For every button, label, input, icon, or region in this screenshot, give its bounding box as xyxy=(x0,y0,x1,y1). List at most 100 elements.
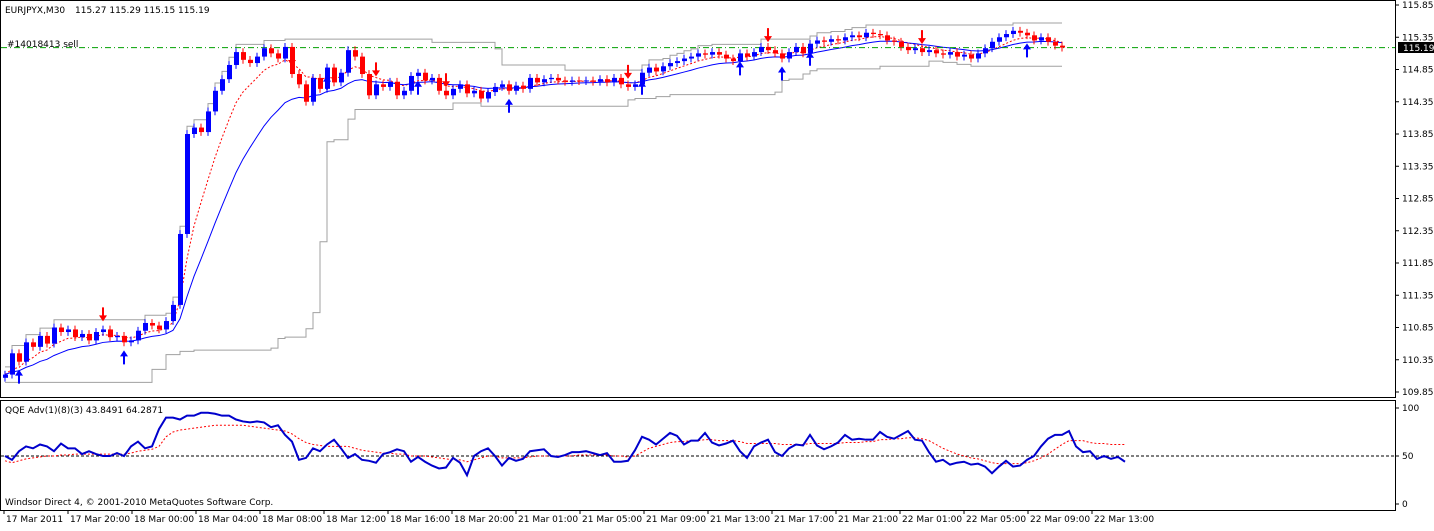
buy-arrow xyxy=(15,369,23,384)
candle-body xyxy=(759,46,764,53)
candle-body xyxy=(857,35,862,38)
candle-body xyxy=(276,53,281,59)
candle-body xyxy=(206,111,211,133)
candle-body xyxy=(388,81,393,87)
candle-body xyxy=(619,77,624,85)
candle-body xyxy=(654,67,659,72)
x-tick-label: 22 Mar 09:00 xyxy=(1030,515,1090,525)
candle-body xyxy=(864,32,869,38)
candle-body xyxy=(311,77,316,102)
candle-body xyxy=(675,61,680,64)
buy-arrow xyxy=(736,61,744,76)
sell-arrow xyxy=(288,52,296,67)
candle-body xyxy=(787,52,792,59)
candle-body xyxy=(941,53,946,55)
channel-lower xyxy=(5,60,1062,383)
main-plot xyxy=(1,22,1395,384)
candle-body xyxy=(234,52,239,65)
candle-body xyxy=(430,77,435,81)
candle-body xyxy=(717,52,722,55)
candle-body xyxy=(822,40,827,42)
sell-arrow xyxy=(918,30,926,45)
x-tick-label: 18 Mar 00:00 xyxy=(134,515,194,525)
candle-body xyxy=(409,75,414,91)
y-tick-label: 112.35 xyxy=(1402,227,1434,237)
x-tick-label: 22 Mar 05:00 xyxy=(966,515,1026,525)
price-box-label: 115.19 xyxy=(1403,44,1434,54)
candle-body xyxy=(1060,45,1065,48)
candle-body xyxy=(1046,37,1051,42)
channel-upper xyxy=(5,22,1062,368)
candle-body xyxy=(584,80,589,82)
candle-body xyxy=(416,72,421,76)
candle-body xyxy=(213,90,218,112)
candle-body xyxy=(1018,30,1023,33)
candle-body xyxy=(766,46,771,51)
candle-body xyxy=(129,340,134,343)
candle-body xyxy=(486,92,491,99)
candle-body xyxy=(731,58,736,62)
y-tick-label: 114.85 xyxy=(1402,66,1434,76)
sell-arrow xyxy=(442,73,450,88)
candle-body xyxy=(45,335,50,344)
candle-body xyxy=(255,56,260,64)
candle-body xyxy=(73,329,78,338)
axes: 115.85 115.35 114.85 114.35 113.85 113.35 112.… xyxy=(3,1,1434,525)
x-tick-label: 18 Mar 12:00 xyxy=(326,515,386,525)
candle-body xyxy=(374,84,379,96)
candle-body xyxy=(633,84,638,87)
candle-body xyxy=(472,90,477,94)
candle-body xyxy=(437,77,442,91)
candle-body xyxy=(871,32,876,35)
x-tick-label: 22 Mar 13:00 xyxy=(1094,515,1154,525)
candle-body xyxy=(626,84,631,87)
candle-body xyxy=(794,46,799,53)
candle-body xyxy=(451,88,456,96)
candle-body xyxy=(668,63,673,67)
ma-slow-line xyxy=(4,40,1063,376)
candle-body xyxy=(836,39,841,41)
candle-body xyxy=(332,67,337,83)
buy-arrow xyxy=(1023,43,1031,58)
candle-body xyxy=(598,79,603,82)
candle-body xyxy=(990,41,995,49)
y-tick-label: 110.35 xyxy=(1402,356,1434,366)
candle-body xyxy=(913,48,918,51)
y-tick-label: 113.35 xyxy=(1402,162,1434,172)
candle-body xyxy=(297,74,302,85)
candle-body xyxy=(885,35,890,41)
candle-body xyxy=(87,333,92,341)
candle-body xyxy=(696,53,701,57)
x-tick-label: 17 Mar 20:00 xyxy=(70,515,130,525)
ohlc-values: 115.27 115.29 115.15 115.19 xyxy=(75,6,210,16)
candle-body xyxy=(192,127,197,134)
x-tick-label: 21 Mar 05:00 xyxy=(582,515,642,525)
candle-body xyxy=(549,77,554,80)
y-tick-label: 115.35 xyxy=(1402,33,1434,43)
candle-body xyxy=(521,85,526,89)
qqe-main-line xyxy=(4,411,1126,478)
order-label: #14018413 sell xyxy=(7,40,78,50)
candle-body xyxy=(31,342,36,347)
candle-body xyxy=(850,35,855,38)
candle-body xyxy=(948,52,953,55)
buy-arrow xyxy=(778,66,786,81)
x-tick-label: 18 Mar 16:00 xyxy=(390,515,450,525)
candle-body xyxy=(262,48,267,57)
candle-body xyxy=(962,54,967,57)
y-tick-label: 114.35 xyxy=(1402,98,1434,108)
candle-body xyxy=(269,48,274,54)
indicator-plot xyxy=(1,411,1395,478)
candle-body xyxy=(738,53,743,62)
candle-body xyxy=(969,54,974,59)
candle-body xyxy=(710,52,715,55)
candle-body xyxy=(878,34,883,36)
candle-body xyxy=(59,327,64,333)
sell-arrow xyxy=(99,307,107,322)
candle-body xyxy=(997,37,1002,42)
buy-arrow xyxy=(323,75,331,90)
candle-body xyxy=(115,335,120,338)
buy-arrow xyxy=(414,80,422,95)
candle-body xyxy=(542,79,547,83)
candle-body xyxy=(563,80,568,82)
